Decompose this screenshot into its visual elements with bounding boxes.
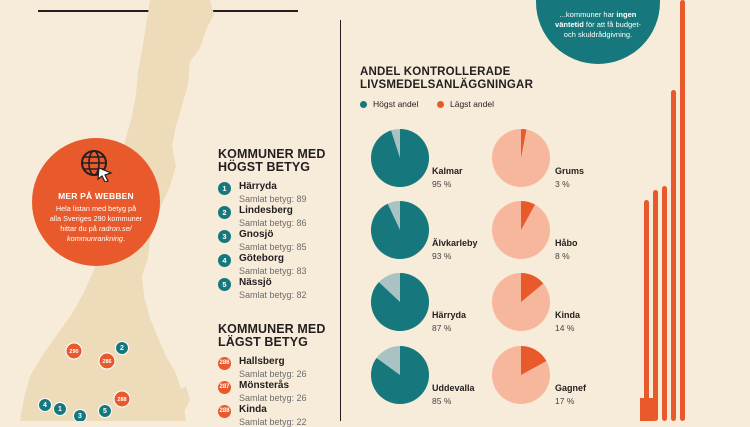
map-marker-label: 3 bbox=[78, 413, 82, 420]
map-marker bbox=[53, 402, 67, 416]
rank-badge: 1 bbox=[218, 182, 231, 195]
pie-label-value: 85 % bbox=[432, 396, 452, 406]
map-marker-label: 290 bbox=[69, 349, 78, 355]
map-marker bbox=[113, 390, 131, 408]
pie-highest-slice bbox=[371, 129, 429, 187]
legend-low: Lägst andel bbox=[437, 99, 494, 109]
pie-lowest-slice bbox=[521, 201, 535, 230]
rank-badge: 288 bbox=[218, 405, 231, 418]
pie-label-name: Håbo bbox=[555, 238, 578, 248]
pie-label-value: 87 % bbox=[432, 323, 452, 333]
map-marker-label: 4 bbox=[43, 402, 47, 409]
pie-label-name: Grums bbox=[555, 166, 585, 176]
pie-label-name: Uddevalla bbox=[432, 383, 475, 393]
pie-lowest-3 bbox=[492, 346, 550, 409]
municipality-score: Samlat betyg: 26 bbox=[239, 369, 307, 379]
pie-highest-3 bbox=[371, 346, 429, 409]
municipality-score: Samlat betyg: 85 bbox=[239, 242, 307, 252]
gotland-shape bbox=[178, 386, 190, 412]
pie-label-value: 95 % bbox=[432, 179, 452, 189]
column-divider bbox=[340, 20, 341, 421]
rank-badge: 287 bbox=[218, 381, 231, 394]
rank-badge: 2 bbox=[218, 206, 231, 219]
municipality-name: Lindesberg bbox=[239, 205, 293, 216]
map-marker bbox=[38, 398, 52, 412]
municipality-score: Samlat betyg: 89 bbox=[239, 194, 307, 204]
pie-highest-slice bbox=[371, 201, 429, 259]
map-marker-label: 2 bbox=[120, 345, 124, 352]
pie-lowest-1 bbox=[492, 201, 550, 264]
legend-high: Högst andel bbox=[360, 99, 418, 109]
legend-low-swatch bbox=[437, 100, 444, 108]
municipality-score: Samlat betyg: 22 bbox=[239, 417, 307, 427]
chart-title: ANDEL KONTROLLERADE LIVSMEDELSANLÄGGNINGA… bbox=[360, 66, 534, 91]
pie-label-value: 93 % bbox=[432, 251, 452, 261]
municipality-name: Gnosjö bbox=[239, 229, 274, 240]
map-marker-label: 286 bbox=[102, 359, 111, 365]
pie-lowest-slice bbox=[521, 273, 544, 302]
pie-label-value: 14 % bbox=[555, 323, 575, 333]
pie-lowest-slice bbox=[521, 346, 547, 375]
map-marker-label: 288 bbox=[117, 397, 126, 403]
municipality-score: Samlat betyg: 26 bbox=[239, 393, 307, 403]
map-marker bbox=[98, 352, 116, 370]
municipality-name: Göteborg bbox=[239, 253, 284, 264]
promo-title: MER PÅ WEBBEN bbox=[58, 191, 134, 201]
municipality-score: Samlat betyg: 86 bbox=[239, 218, 307, 228]
pie-lowest-2 bbox=[492, 273, 550, 336]
pie-highest-0 bbox=[371, 129, 429, 192]
rank-badge: 4 bbox=[218, 254, 231, 267]
pie-label-name: Kinda bbox=[555, 310, 581, 320]
pie-label-value: 3 % bbox=[555, 179, 570, 189]
pie-lowest-0 bbox=[492, 129, 550, 192]
pie-label-value: 17 % bbox=[555, 396, 575, 406]
pie-highest-slice bbox=[371, 346, 429, 404]
municipality-name: Mönsterås bbox=[239, 380, 290, 391]
pie-highest-1 bbox=[371, 201, 429, 264]
promo-link[interactable]: radron.se/kommunrankning bbox=[66, 224, 132, 243]
pie-label-name: Härryda bbox=[432, 310, 467, 320]
map-marker bbox=[98, 404, 112, 418]
municipality-name: Hallsberg bbox=[239, 356, 285, 367]
pie-highest-slice bbox=[371, 273, 429, 331]
rank-badge: 3 bbox=[218, 230, 231, 243]
best-heading: KOMMUNER MED HÖGST BETYG bbox=[218, 147, 326, 174]
pie-lowest-slice bbox=[521, 129, 527, 158]
pie-label-name: Älvkarleby bbox=[432, 238, 478, 248]
legend-high-swatch bbox=[360, 100, 367, 108]
fact-text: ...kommuner har ingen väntetid för att få… bbox=[555, 10, 641, 39]
pie-label-value: 8 % bbox=[555, 251, 570, 261]
map-marker bbox=[65, 342, 83, 360]
map-marker bbox=[115, 341, 129, 355]
municipality-score: Samlat betyg: 83 bbox=[239, 266, 307, 276]
pie-label-name: Kalmar bbox=[432, 166, 463, 176]
rank-badge: 5 bbox=[218, 278, 231, 291]
rank-badge: 286 bbox=[218, 357, 231, 370]
web-promo[interactable]: MER PÅ WEBBEN Hela listan med betyg på a… bbox=[32, 138, 160, 266]
map-marker-label: 1 bbox=[58, 406, 62, 413]
pie-label-name: Gagnef bbox=[555, 383, 587, 393]
municipality-score: Samlat betyg: 82 bbox=[239, 290, 307, 300]
decorative-stripes bbox=[640, 0, 685, 421]
worst-heading: KOMMUNER MED LÄGST BETYG bbox=[218, 322, 326, 349]
globe-cursor-icon bbox=[81, 150, 113, 182]
pie-highest-2 bbox=[371, 273, 429, 336]
map-marker-label: 5 bbox=[103, 408, 107, 415]
promo-text: Hela listan med betyg på alla Sveriges 2… bbox=[49, 204, 143, 243]
municipality-name: Nässjö bbox=[239, 277, 272, 288]
municipality-name: Härryda bbox=[239, 181, 277, 192]
map-marker bbox=[73, 409, 87, 421]
municipality-name: Kinda bbox=[239, 404, 267, 415]
